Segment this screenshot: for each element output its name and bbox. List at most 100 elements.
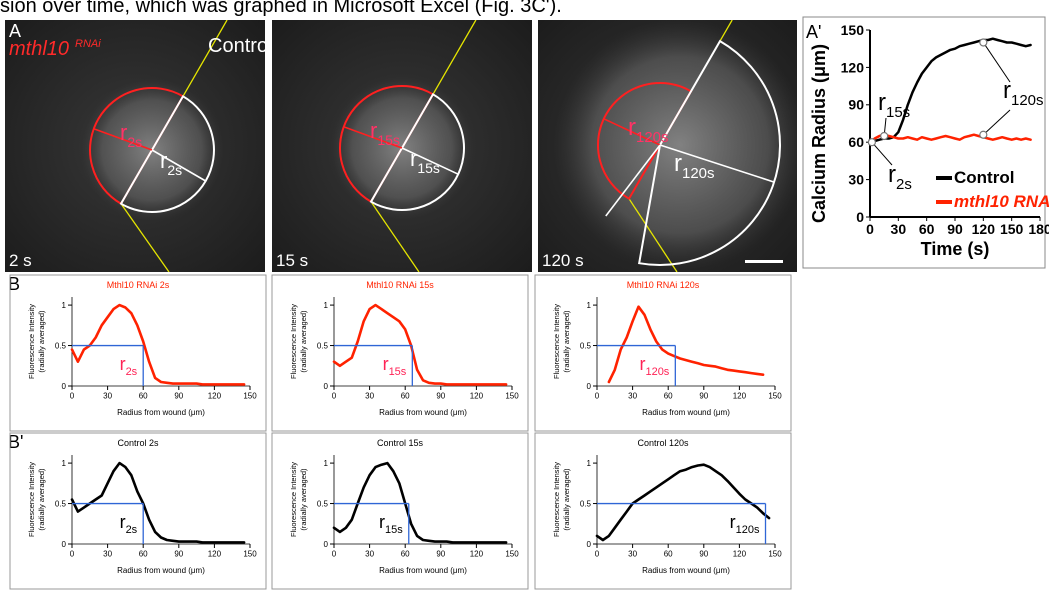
y-tick-label: 1 <box>587 459 592 468</box>
radius-label: r15s <box>878 89 910 121</box>
y-axis-label: (radially averaged) <box>37 468 46 531</box>
y-axis-label: Fluorescence Intensity <box>552 304 561 379</box>
chart-frame <box>9 432 267 590</box>
x-tick-label: 0 <box>866 221 874 237</box>
radius-subscript: 120s <box>682 165 715 182</box>
y-axis-label: (radially averaged) <box>562 468 571 531</box>
y-tick-label: 0.5 <box>55 341 67 350</box>
radius-label: r120s <box>730 512 760 536</box>
y-tick-label: 0.5 <box>580 341 592 350</box>
x-tick-label: 0 <box>332 549 337 558</box>
x-tick-label: 0 <box>332 391 337 400</box>
x-tick-label: 150 <box>768 391 782 400</box>
x-tick-label: 60 <box>664 549 673 558</box>
radius-symbol: r <box>120 354 126 374</box>
radius-label: r120s <box>628 114 669 146</box>
radius-symbol: r <box>370 118 377 143</box>
radius-label: r2s <box>888 161 912 193</box>
x-tick-label: 150 <box>505 549 519 558</box>
x-tick-label: 0 <box>595 549 600 558</box>
data-line <box>595 463 771 542</box>
radius-symbol: r <box>639 354 645 374</box>
x-tick-label: 30 <box>103 549 112 558</box>
x-tick-label: 90 <box>436 549 445 558</box>
radius-subscript: 15s <box>389 366 407 378</box>
x-tick-label: 30 <box>628 549 637 558</box>
radius-symbol: r <box>120 120 127 145</box>
white-half <box>638 39 781 266</box>
radius-subscript: 15s <box>886 104 910 121</box>
red-radius <box>93 128 153 151</box>
time-label: 120 s <box>542 251 584 270</box>
genotype-superscript: RNAi <box>75 38 101 50</box>
chart-title: Mthl10 RNAi 120s <box>627 280 700 290</box>
data-line <box>868 133 1032 144</box>
chart-title: Mthl10 RNAi 15s <box>366 280 434 290</box>
x-axis-label: Radius from wound (μm) <box>379 408 467 417</box>
y-axis-label: Fluorescence Intensity <box>289 462 298 537</box>
white-radius <box>151 149 207 182</box>
wound-axis <box>182 20 228 97</box>
x-axis-label: Radius from wound (μm) <box>117 408 205 417</box>
white-radius <box>659 144 775 183</box>
radius-subscript: 2s <box>896 176 912 193</box>
annotation-leader <box>871 141 893 166</box>
y-axis-label: (radially averaged) <box>37 310 46 373</box>
radius-subscript: 2s <box>127 134 142 150</box>
y-axis-label: (radially averaged) <box>299 468 308 531</box>
x-tick-label: 90 <box>699 549 708 558</box>
x-tick-label: 60 <box>139 391 148 400</box>
x-tick-label: 90 <box>174 391 183 400</box>
radius-label: r2s <box>120 120 142 150</box>
data-line <box>332 461 508 544</box>
x-tick-label: 30 <box>365 391 374 400</box>
x-tick-label: 150 <box>505 391 519 400</box>
panel-label: A' <box>806 22 821 42</box>
y-tick-label: 0 <box>324 382 329 391</box>
radius-label: r15s <box>383 354 407 378</box>
data-line <box>607 305 765 384</box>
panel-label: B <box>8 274 20 294</box>
y-axis-label: (radially averaged) <box>562 310 571 373</box>
chart-title: Control 15s <box>377 438 424 448</box>
x-tick-label: 90 <box>436 391 445 400</box>
chart-frame <box>271 432 529 590</box>
genotype-label: mthl10 RNAi <box>9 38 101 60</box>
radius-symbol: r <box>120 512 126 532</box>
radius-symbol: r <box>1003 77 1011 104</box>
radius-point <box>880 131 889 141</box>
x-tick-label: 60 <box>401 391 410 400</box>
radius-symbol: r <box>730 512 736 532</box>
data-line <box>70 461 246 544</box>
caption: sion over time, which was graphed in Mic… <box>0 0 562 17</box>
radius-label: r120s <box>674 150 715 182</box>
time-label: 2 s <box>9 251 32 270</box>
radius-symbol: r <box>878 89 886 116</box>
y-tick-label: 0.5 <box>317 499 329 508</box>
calcium-signal <box>554 20 797 271</box>
white-half <box>369 92 465 211</box>
radius-symbol: r <box>379 512 385 532</box>
x-axis-label: Radius from wound (μm) <box>379 566 467 575</box>
x-tick-label: 90 <box>947 221 963 237</box>
x-tick-label: 90 <box>174 549 183 558</box>
x-axis-label: Time (s) <box>921 239 990 259</box>
y-tick-label: 0 <box>62 382 67 391</box>
y-tick-label: 120 <box>841 59 865 75</box>
y-tick-label: 0 <box>324 540 329 549</box>
y-tick-label: 150 <box>841 22 865 38</box>
radius-label: r15s <box>379 512 403 536</box>
wound-axis <box>628 198 678 272</box>
y-tick-label: 0.5 <box>580 499 592 508</box>
legend-label: mthl10 RNAi <box>954 192 1049 211</box>
x-tick-label: 180 <box>1028 221 1049 237</box>
chart-title: Control 120s <box>637 438 689 448</box>
x-tick-label: 120 <box>208 391 222 400</box>
chart-frame <box>9 274 267 432</box>
panel-label: B' <box>8 432 23 452</box>
chart-frame <box>534 274 792 432</box>
red-half <box>89 87 185 206</box>
radius-subscript: 2s <box>126 524 138 536</box>
x-tick-label: 60 <box>139 549 148 558</box>
